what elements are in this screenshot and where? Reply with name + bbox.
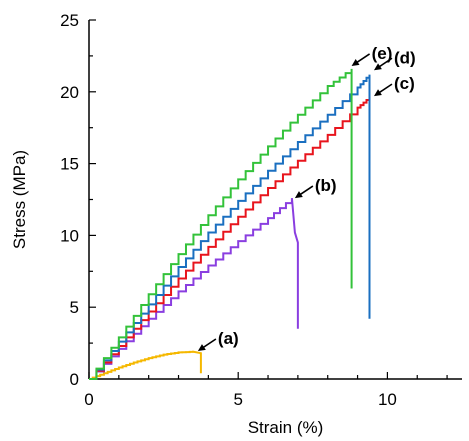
y-tick-label: 25 bbox=[60, 11, 79, 30]
y-tick-label: 0 bbox=[70, 370, 79, 389]
series-line-2 bbox=[89, 97, 371, 380]
series-label-3: (d) bbox=[394, 48, 416, 67]
x-tick-label: 0 bbox=[84, 390, 93, 409]
series-label-4: (e) bbox=[372, 44, 393, 63]
y-tick-label: 20 bbox=[60, 83, 79, 102]
x-tick-label: 10 bbox=[378, 390, 397, 409]
annotation-arrowhead-4 bbox=[351, 59, 360, 66]
series-group bbox=[89, 68, 371, 380]
y-tick-label: 5 bbox=[70, 298, 79, 317]
y-axis-title: Stress (MPa) bbox=[10, 150, 29, 249]
x-axis-title: Strain (%) bbox=[248, 418, 324, 437]
annotation-arrowhead-2 bbox=[373, 89, 382, 97]
series-line-4 bbox=[89, 68, 353, 380]
annotation-arrowhead-1 bbox=[294, 191, 303, 199]
series-line-0 bbox=[89, 350, 202, 380]
series-label-1: (b) bbox=[315, 176, 337, 195]
y-tick-label: 15 bbox=[60, 155, 79, 174]
annotation-arrowhead-3 bbox=[373, 63, 382, 71]
annotations-group: (a) (b) (c) (d)(e) bbox=[197, 44, 416, 351]
series-label-0: (a) bbox=[218, 329, 239, 348]
x-tick-label: 5 bbox=[233, 390, 242, 409]
annotation-arrowhead-0 bbox=[197, 344, 206, 351]
y-tick-label: 10 bbox=[60, 226, 79, 245]
series-line-3 bbox=[89, 74, 371, 380]
series-label-2: (c) bbox=[394, 74, 415, 93]
axes: 0 5 10 15 20 25 0 5 10 bbox=[60, 11, 462, 409]
